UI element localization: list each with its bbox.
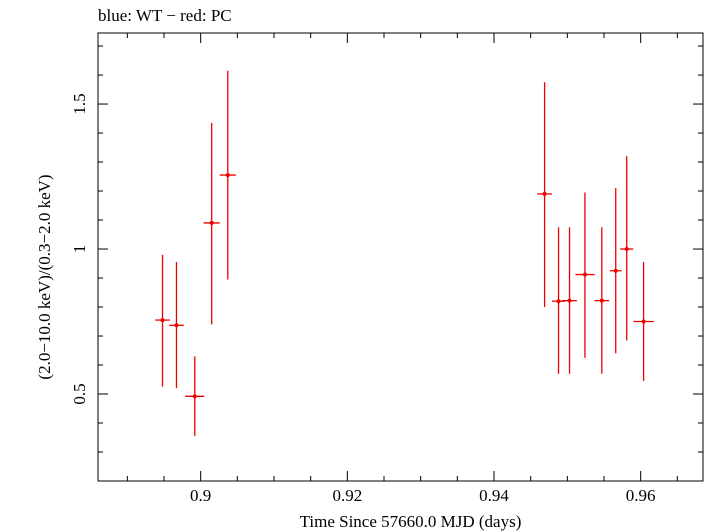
x-tick-label: 0.94: [479, 486, 509, 505]
data-marker: [174, 323, 179, 328]
data-point: [155, 254, 170, 387]
data-point: [620, 156, 634, 341]
data-marker: [160, 318, 165, 323]
data-marker: [556, 299, 561, 304]
x-tick-label: 0.96: [626, 486, 656, 505]
data-point: [633, 262, 654, 381]
data-marker: [582, 272, 587, 277]
data-point: [169, 262, 184, 389]
data-point: [203, 122, 220, 325]
data-marker: [599, 298, 604, 303]
x-tick-label: 0.92: [332, 486, 362, 505]
y-tick-label: 1.5: [70, 93, 89, 114]
y-tick-label: 1: [70, 245, 89, 254]
data-marker: [641, 319, 646, 324]
axis-tick-labels: 0.9 0.92 0.94 0.96 0.5 1 1.5: [70, 93, 656, 505]
y-tick-label: 0.5: [70, 383, 89, 404]
data-marker: [613, 268, 618, 273]
data-marker: [225, 173, 230, 178]
data-marker: [209, 220, 214, 225]
data-point: [575, 192, 595, 358]
data-marker: [192, 394, 197, 399]
data-points: [155, 70, 654, 437]
data-point: [185, 356, 205, 437]
axis-ticks: [98, 33, 703, 482]
data-point: [219, 70, 236, 280]
data-marker: [542, 191, 547, 196]
data-point: [537, 82, 552, 308]
x-axis-label: Time Since 57660.0 MJD (days): [300, 512, 522, 531]
data-marker: [624, 247, 629, 252]
y-axis-label: (2.0−10.0 keV)/(0.3−2.0 keV): [35, 174, 54, 379]
data-point: [594, 227, 610, 374]
x-tick-label: 0.9: [190, 486, 211, 505]
data-point: [609, 188, 622, 354]
data-point: [562, 227, 577, 374]
plot-frame: [97, 32, 704, 482]
chart-title: blue: WT − red: PC: [98, 6, 232, 25]
data-marker: [567, 298, 572, 303]
